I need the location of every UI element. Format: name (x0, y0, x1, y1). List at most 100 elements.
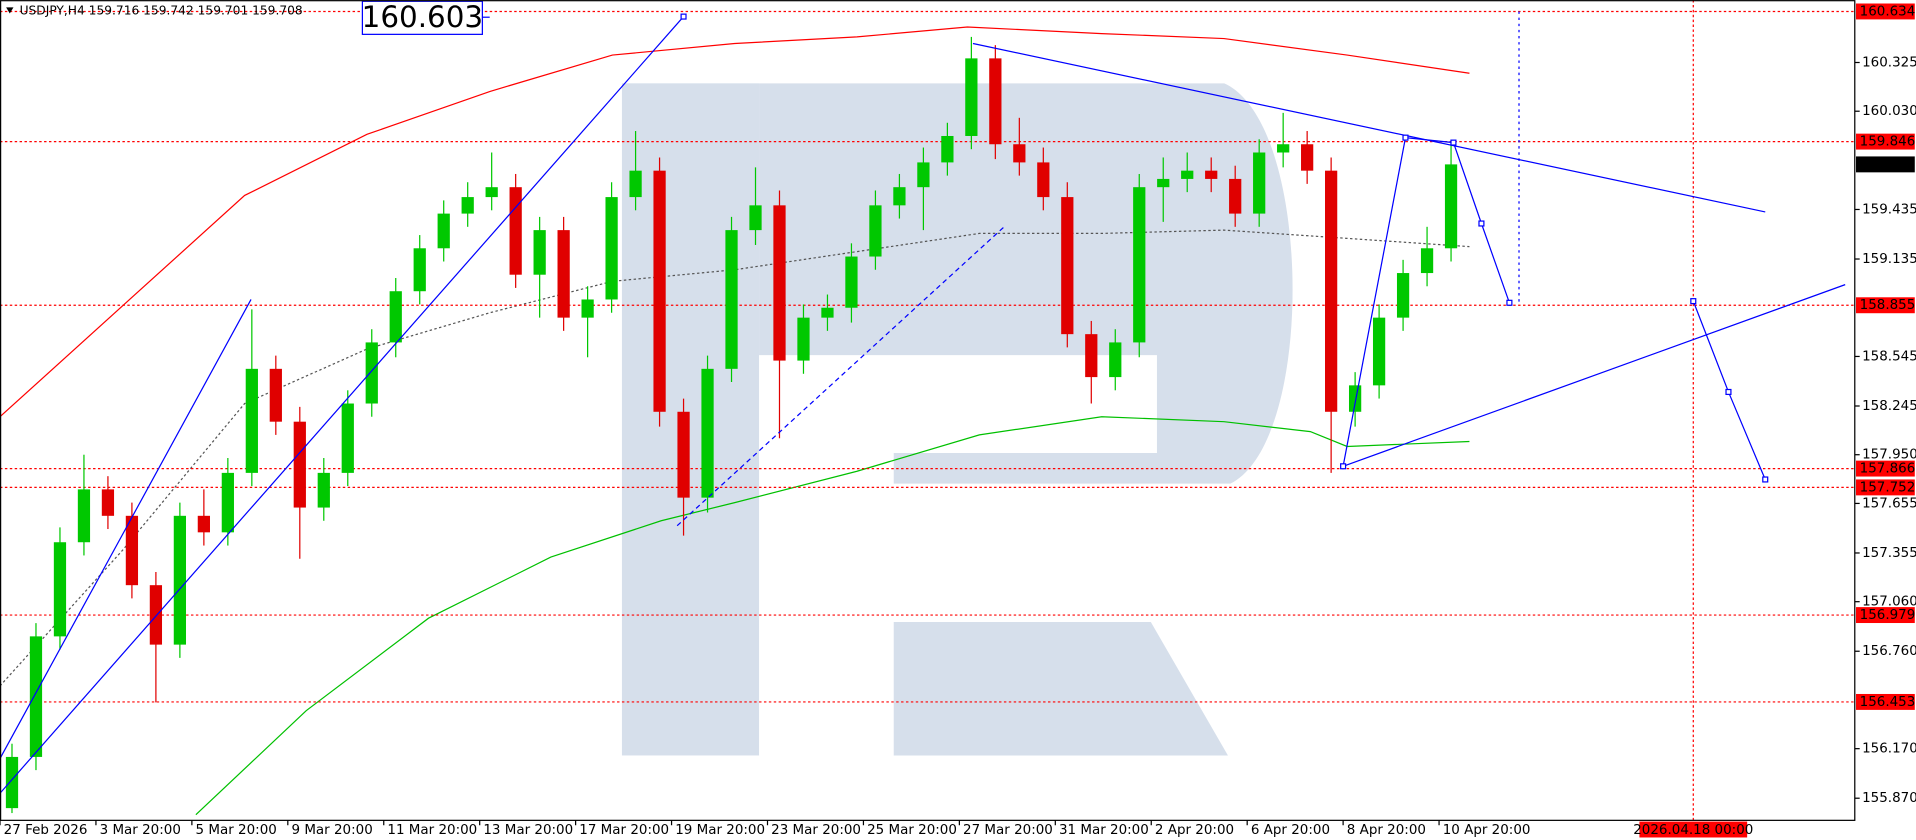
moving-average (0, 26, 1470, 418)
x-tick-label: 6 Apr 20:00 (1251, 823, 1330, 838)
y-tick-label: 156.760 (1862, 644, 1916, 659)
trend-point (1725, 388, 1732, 396)
trend-point (680, 13, 687, 20)
candle-body (293, 421, 306, 508)
candle-body (1325, 170, 1338, 412)
level-label: 156.453 (1860, 695, 1916, 710)
x-tick-label: 27 Feb 2026 (4, 823, 88, 838)
trend-point (1506, 299, 1513, 306)
candle-body (1061, 197, 1074, 335)
plot-frame (0, 0, 1856, 821)
level-label-bg (1856, 479, 1915, 496)
candle-body (1013, 144, 1026, 163)
candle-body (29, 636, 43, 757)
candle-body (173, 515, 187, 645)
trend-point (1402, 134, 1409, 141)
candle-body (1396, 273, 1410, 318)
candle-body (629, 170, 642, 198)
level-label-bg (1856, 3, 1915, 20)
candle-body (1444, 164, 1458, 249)
candle-body (1109, 342, 1122, 378)
price-label: 160.603 (362, 0, 483, 34)
y-tick-label: 159.435 (1862, 202, 1916, 217)
candle-body (845, 256, 858, 308)
menu-triangle (6, 7, 14, 14)
candle-body (893, 187, 906, 206)
trend-point (1478, 220, 1485, 227)
candle-body (269, 368, 282, 422)
x-tick-label: 31 Mar 20:00 (1059, 823, 1149, 838)
level-label-bg (1856, 460, 1915, 477)
candle-body (581, 299, 594, 318)
candle-body (773, 205, 786, 361)
candle-body (653, 170, 666, 412)
candle-body (1372, 317, 1386, 386)
time-marker-label: 2026.04.18 00:00 (1633, 823, 1753, 838)
candle-body (197, 515, 210, 533)
level-label: 160.634 (1860, 4, 1916, 19)
level-label: 159.846 (1860, 135, 1916, 150)
trend-point (1340, 463, 1347, 470)
x-tick-label: 10 Apr 20:00 (1443, 823, 1531, 838)
time-marker-bg (1639, 821, 1748, 838)
candle-body (965, 58, 978, 136)
candle-body (989, 58, 1002, 145)
x-tick-label: 17 Mar 20:00 (579, 823, 669, 838)
x-tick-label: 5 Mar 20:00 (196, 823, 277, 838)
x-tick-label: 9 Mar 20:00 (291, 823, 372, 838)
y-tick-label: 158.245 (1862, 399, 1916, 414)
candle-body (1277, 144, 1290, 153)
candle-body (509, 187, 522, 275)
y-tick-label: 159.135 (1862, 252, 1916, 267)
candle-body (125, 515, 139, 586)
candle-body (1133, 187, 1146, 343)
candle-body (437, 213, 450, 249)
chart-title: USDJPY,H4 159.716 159.742 159.701 159.70… (20, 4, 303, 18)
x-tick-label: 19 Mar 20:00 (675, 823, 765, 838)
trend-line (676, 226, 1005, 527)
y-tick-label: 156.170 (1862, 742, 1916, 757)
trend-point (1690, 298, 1697, 305)
x-tick-label: 25 Mar 20:00 (867, 823, 957, 838)
y-tick-label: 157.355 (1862, 546, 1916, 561)
x-tick-label: 27 Mar 20:00 (963, 823, 1053, 838)
candle-body (341, 403, 354, 473)
candle-body (101, 489, 115, 516)
moving-average (195, 416, 1470, 816)
y-tick-label: 157.655 (1862, 496, 1916, 511)
candle-body (557, 230, 570, 318)
candle-body (677, 411, 690, 498)
x-tick-label: 3 Mar 20:00 (100, 823, 181, 838)
candle-body (1205, 170, 1218, 179)
x-tick-label: 13 Mar 20:00 (483, 823, 573, 838)
candle-body (941, 135, 954, 163)
level-label: 157.752 (1860, 480, 1916, 495)
candle-body (917, 162, 930, 188)
candle-body (245, 368, 258, 473)
candle-body (701, 368, 714, 498)
candle-body (1157, 178, 1170, 188)
level-label: 156.979 (1860, 608, 1916, 623)
watermark-leg (893, 622, 1228, 756)
candle-body (53, 542, 67, 637)
level-label: 158.855 (1860, 298, 1916, 313)
trend-line (972, 42, 1766, 213)
candle-body (1348, 385, 1362, 412)
level-label-bg (1856, 297, 1915, 314)
y-tick-label: 160.325 (1862, 55, 1916, 70)
candle-body (461, 197, 474, 214)
candle-body (1181, 170, 1194, 179)
candle-body (365, 342, 378, 404)
trend-line (0, 16, 685, 794)
candle-body (1229, 178, 1242, 214)
candle-body (413, 248, 426, 292)
x-tick-label: 11 Mar 20:00 (387, 823, 477, 838)
current-price-bg (1856, 156, 1915, 173)
trend-line (0, 299, 252, 759)
candle-body (1253, 152, 1266, 214)
candle-body (605, 197, 618, 300)
candle-body (149, 585, 163, 645)
